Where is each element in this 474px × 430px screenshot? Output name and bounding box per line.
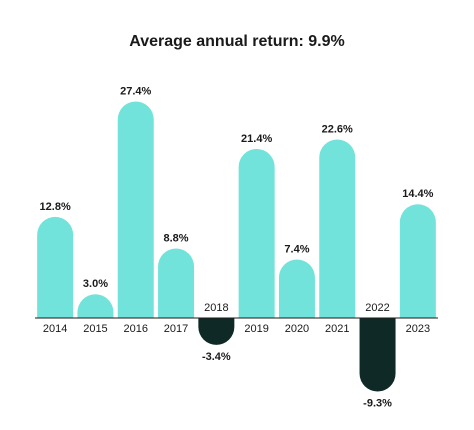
x-tick-label: 2016 <box>124 323 148 335</box>
bar <box>158 248 195 318</box>
bar <box>77 294 114 318</box>
x-tick-label: 2019 <box>244 323 268 335</box>
value-label: 14.4% <box>402 188 433 200</box>
value-label: 21.4% <box>241 133 272 145</box>
value-label: 27.4% <box>120 85 151 97</box>
bar <box>238 148 275 318</box>
value-label: -9.3% <box>363 397 392 409</box>
bar <box>117 101 154 318</box>
bar <box>359 318 396 392</box>
bar <box>278 259 315 318</box>
bar <box>399 204 436 318</box>
chart-title: Average annual return: 9.9% <box>129 33 344 50</box>
value-label: 3.0% <box>83 278 108 290</box>
value-label: 12.8% <box>40 201 71 213</box>
x-tick-label: 2014 <box>43 323 67 335</box>
value-label: 8.8% <box>164 232 189 244</box>
value-label: 7.4% <box>284 243 309 255</box>
x-tick-label: 2015 <box>83 323 107 335</box>
x-tick-label: 2018 <box>204 302 228 314</box>
x-tick-label: 2020 <box>285 323 309 335</box>
x-tick-label: 2023 <box>406 323 430 335</box>
x-tick-label: 2021 <box>325 323 349 335</box>
x-tick-label: 2022 <box>365 302 389 314</box>
bar <box>198 318 235 345</box>
x-tick-label: 2017 <box>164 323 188 335</box>
value-label: 22.6% <box>322 123 353 135</box>
bar <box>319 139 356 318</box>
bar <box>37 216 74 318</box>
value-label: -3.4% <box>202 351 231 363</box>
